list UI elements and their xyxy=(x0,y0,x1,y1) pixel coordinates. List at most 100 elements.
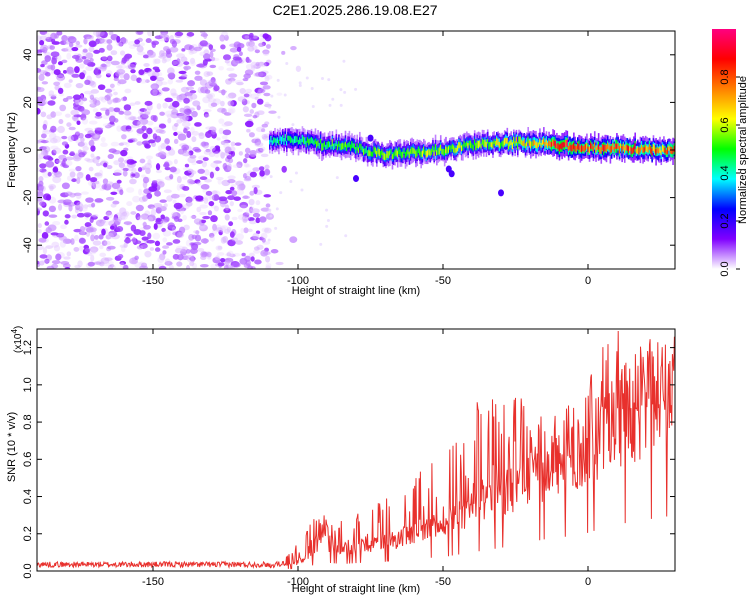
signal-segment xyxy=(524,143,527,149)
noise-blob xyxy=(95,180,100,185)
noise-blob xyxy=(238,214,246,221)
noise-blob xyxy=(62,238,72,244)
signal-segment xyxy=(390,148,392,154)
noise-blob xyxy=(193,218,202,225)
noise-blob xyxy=(156,72,163,77)
noise-blob xyxy=(46,137,52,144)
signal-segment xyxy=(411,146,413,155)
snr-x-ticks: -150 -100 -50 0 xyxy=(142,329,591,588)
signal-segment xyxy=(466,141,468,147)
noise-blob xyxy=(164,261,173,266)
noise-blob xyxy=(262,135,271,141)
noise-blob xyxy=(48,205,57,213)
noise-blob xyxy=(110,203,117,208)
noise-blob xyxy=(158,123,167,129)
noise-blob xyxy=(122,170,128,177)
noise-blob xyxy=(265,74,273,80)
noise-blob xyxy=(207,92,216,99)
signal-segment xyxy=(509,141,511,147)
signal-segment xyxy=(441,148,443,155)
noise-blob xyxy=(176,94,183,101)
noise-blob xyxy=(136,120,143,128)
noise-blob xyxy=(183,203,190,210)
noise-blob xyxy=(42,247,48,255)
noise-blob xyxy=(123,73,130,81)
signal-segment xyxy=(436,150,438,156)
noise-blob xyxy=(249,190,255,196)
noise-blob xyxy=(137,51,146,56)
noise-blob xyxy=(199,51,205,57)
noise-blob xyxy=(227,195,236,201)
noise-blob xyxy=(224,34,229,41)
signal-segment xyxy=(462,144,464,151)
noise-blob xyxy=(216,137,221,141)
noise-blob xyxy=(218,118,225,124)
noise-blob xyxy=(110,50,118,56)
noise-blob xyxy=(208,151,216,158)
noise-blob xyxy=(90,89,100,94)
noise-blob xyxy=(69,151,75,156)
noise-blob xyxy=(157,145,163,152)
noise-blob xyxy=(198,132,204,137)
signal-segment xyxy=(492,141,494,149)
noise-blob xyxy=(243,178,252,182)
noise-blob xyxy=(85,52,94,60)
noise-blob xyxy=(185,249,191,254)
noise-blob xyxy=(95,156,101,160)
noise-blob xyxy=(227,100,235,107)
noise-blob xyxy=(129,115,137,121)
noise-blob xyxy=(78,231,88,236)
noise-blob xyxy=(210,129,216,135)
noise-blob xyxy=(150,83,160,90)
noise-blob xyxy=(50,125,57,133)
noise-blob xyxy=(159,111,165,116)
noise-blob xyxy=(252,35,258,40)
noise-blob xyxy=(49,45,55,50)
noise-blob xyxy=(81,109,91,116)
noise-blob xyxy=(106,92,113,98)
signal-segment xyxy=(404,151,407,158)
noise-blob xyxy=(263,194,272,198)
noise-blob xyxy=(283,93,287,97)
colorbar-tick-label: 0.6 xyxy=(719,117,731,132)
noise-blob xyxy=(149,247,155,251)
noise-blob xyxy=(145,79,150,83)
noise-blob xyxy=(74,66,80,74)
signal-segment xyxy=(536,142,539,149)
noise-blob xyxy=(84,79,91,85)
noise-blob xyxy=(143,187,149,194)
signal-segment xyxy=(335,140,338,147)
signal-segment xyxy=(400,151,403,159)
noise-blob xyxy=(100,257,110,265)
noise-blob xyxy=(331,97,335,101)
noise-blob xyxy=(254,96,259,101)
noise-blob xyxy=(241,215,249,223)
noise-blob xyxy=(100,136,106,143)
noise-blob xyxy=(265,262,272,269)
noise-blob xyxy=(75,166,82,172)
noise-blob xyxy=(328,103,332,107)
signal-segment xyxy=(301,134,304,143)
noise-blob xyxy=(176,53,185,59)
noise-blob xyxy=(123,104,132,111)
noise-blob xyxy=(117,79,127,85)
noise-blob xyxy=(210,102,218,107)
signal-segment xyxy=(412,147,415,154)
noise-blob xyxy=(154,58,161,64)
noise-blob xyxy=(100,96,108,103)
noise-blob xyxy=(219,34,226,42)
noise-blob xyxy=(193,46,202,52)
signal-segment xyxy=(372,151,374,157)
noise-blob xyxy=(103,262,111,267)
noise-blob xyxy=(59,240,66,248)
noise-blob xyxy=(230,59,239,67)
signal-segment xyxy=(672,148,674,154)
noise-blob xyxy=(222,162,228,170)
signal-segment xyxy=(305,140,308,148)
noise-blob xyxy=(91,155,98,161)
signal-segment xyxy=(362,148,365,156)
noise-blob xyxy=(93,31,99,37)
noise-blob xyxy=(107,232,114,240)
noise-blob xyxy=(223,264,229,269)
noise-blob xyxy=(274,226,278,230)
